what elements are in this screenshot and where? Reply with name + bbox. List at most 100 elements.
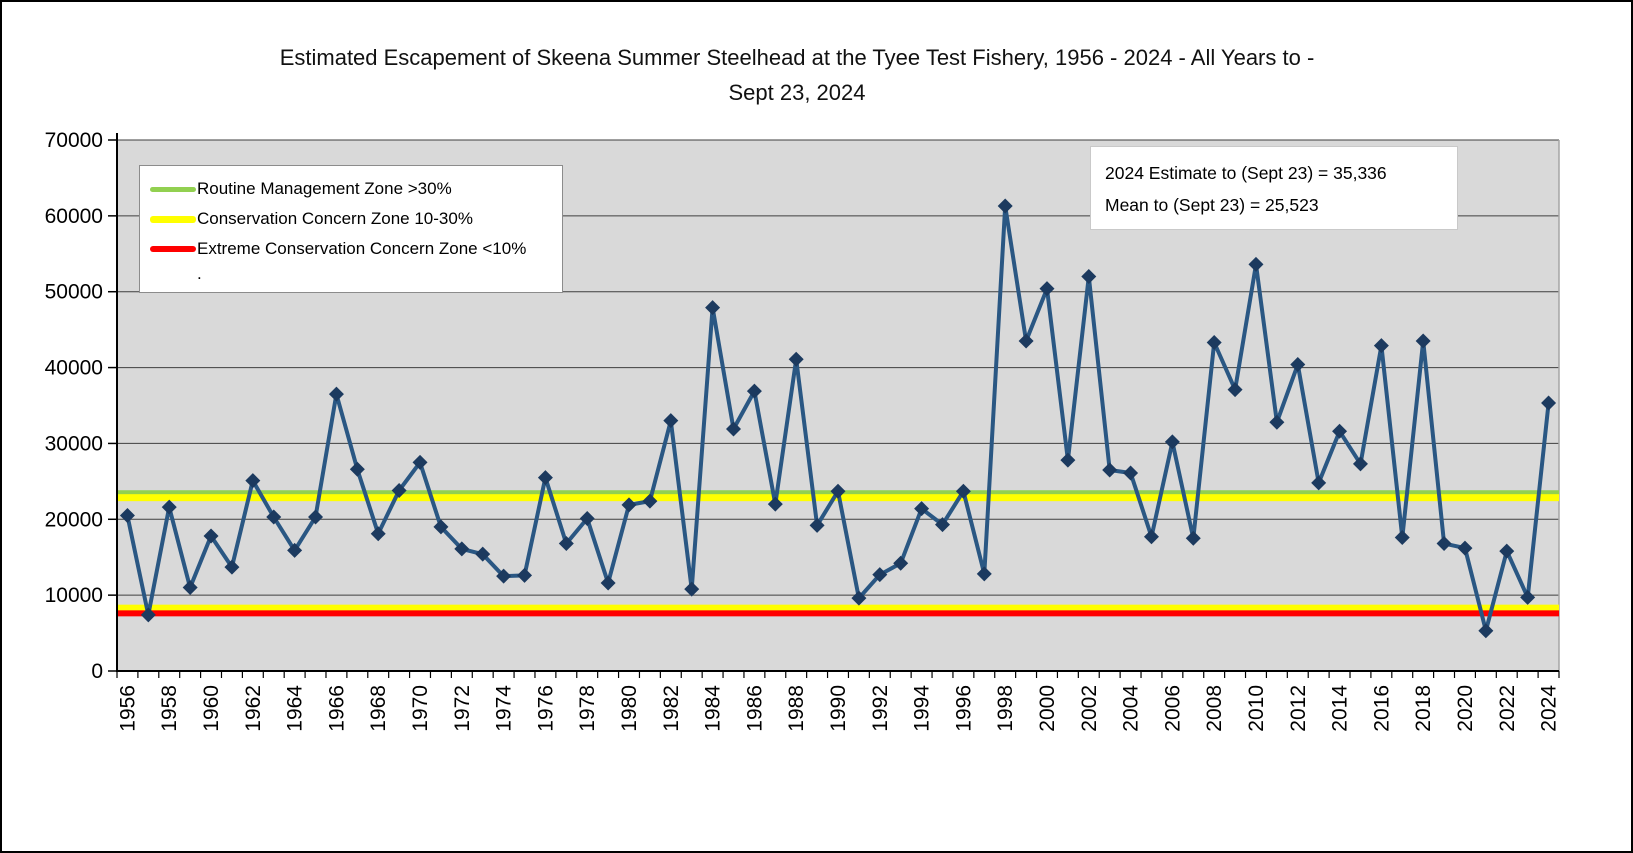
data-point-2012 [1290, 357, 1306, 373]
data-point-1991 [851, 590, 867, 606]
data-point-1956 [119, 507, 135, 523]
data-point-1976 [537, 470, 553, 486]
data-point-1969 [391, 482, 407, 498]
legend-label: Conservation Concern Zone 10-30% [197, 209, 473, 228]
green-line-swatch [150, 186, 196, 192]
x-axis-label-2024: 2024 [1538, 685, 1561, 732]
x-axis-label-1996: 1996 [952, 685, 975, 732]
data-point-2018 [1415, 333, 1431, 349]
data-point-2005 [1143, 529, 1159, 545]
data-point-1978 [579, 511, 595, 527]
data-point-1982 [663, 413, 679, 429]
legend-label: Routine Management Zone >30% [197, 179, 452, 198]
data-point-1992 [872, 567, 888, 583]
data-point-2013 [1311, 475, 1327, 491]
data-point-2020 [1457, 540, 1473, 556]
chart-title-line2: Sept 23, 2024 [728, 80, 866, 105]
data-point-2003 [1102, 462, 1118, 478]
data-point-2024 [1541, 395, 1557, 411]
x-axis-label-2000: 2000 [1036, 685, 1059, 732]
data-point-1986 [746, 383, 762, 399]
extreme-conservation-threshold-red [117, 610, 1559, 617]
x-axis-label-1958: 1958 [158, 685, 181, 732]
x-axis-label-1980: 1980 [618, 685, 641, 732]
data-point-1957 [140, 607, 156, 623]
data-point-1961 [224, 559, 240, 575]
x-axis-label-2022: 2022 [1496, 685, 1519, 732]
data-point-2017 [1394, 529, 1410, 545]
data-point-2001 [1060, 452, 1076, 468]
x-axis-label-1992: 1992 [869, 685, 892, 732]
data-point-1977 [558, 536, 574, 552]
data-point-1979 [600, 575, 616, 591]
x-axis-label-2012: 2012 [1287, 685, 1310, 732]
y-axis-label-40000: 40000 [45, 357, 103, 380]
x-axis-label-2014: 2014 [1329, 685, 1352, 732]
x-axis-label-2018: 2018 [1412, 685, 1435, 732]
chart-title-line1: Estimated Escapement of Skeena Summer St… [279, 45, 1315, 70]
data-point-1984 [705, 300, 721, 316]
legend-item-extreme-conservation: Extreme Conservation Concern Zone <10% [150, 234, 562, 264]
data-point-1985 [726, 421, 742, 437]
data-point-2000 [1039, 281, 1055, 297]
x-axis-label-1966: 1966 [325, 685, 348, 732]
data-point-1995 [934, 517, 950, 533]
data-point-1994 [914, 501, 930, 517]
data-point-2004 [1123, 465, 1139, 481]
yellow-line-swatch [150, 215, 196, 223]
data-point-2011 [1269, 414, 1285, 430]
legend-item-routine-management: Routine Management Zone >30% [150, 174, 562, 204]
data-point-1972 [454, 541, 470, 557]
x-axis-label-1978: 1978 [576, 685, 599, 732]
x-axis-label-1968: 1968 [367, 685, 390, 732]
data-point-1965 [308, 509, 324, 525]
data-point-1964 [287, 542, 303, 558]
data-point-1960 [203, 528, 219, 544]
legend-label: Extreme Conservation Concern Zone <10% [197, 239, 527, 258]
x-axis-label-1960: 1960 [200, 685, 223, 732]
x-axis-label-1994: 1994 [911, 685, 934, 732]
conservation-concern-lower-yellow [117, 604, 1559, 611]
data-point-2010 [1248, 256, 1264, 272]
data-point-1980 [621, 497, 637, 513]
legend-footnote-dot: . [197, 264, 202, 283]
data-point-2009 [1227, 382, 1243, 398]
data-point-2015 [1352, 456, 1368, 472]
x-axis-label-1964: 1964 [284, 685, 307, 732]
y-axis-label-10000: 10000 [45, 584, 103, 607]
data-point-1987 [767, 496, 783, 512]
x-axis-label-1974: 1974 [493, 685, 516, 732]
x-axis-label-2002: 2002 [1078, 685, 1101, 732]
y-axis-label-60000: 60000 [45, 205, 103, 228]
data-point-2008 [1206, 335, 1222, 351]
legend-item-conservation-concern: Conservation Concern Zone 10-30% [150, 204, 562, 234]
data-point-1958 [161, 499, 177, 515]
data-point-1963 [266, 509, 282, 525]
x-axis-label-1988: 1988 [785, 685, 808, 732]
data-point-1967 [349, 461, 365, 477]
data-point-1983 [684, 581, 700, 597]
x-axis-label-1998: 1998 [994, 685, 1017, 732]
data-point-2023 [1520, 589, 1536, 605]
x-axis-label-2004: 2004 [1120, 685, 1143, 732]
data-point-2016 [1373, 338, 1389, 354]
legend: Routine Management Zone >30% Conservatio… [139, 165, 563, 293]
y-axis-label-30000: 30000 [45, 432, 103, 455]
data-point-1970 [412, 454, 428, 470]
data-point-1988 [788, 351, 804, 367]
data-point-1996 [955, 483, 971, 499]
data-point-1990 [830, 483, 846, 499]
y-axis-label-0: 0 [91, 660, 103, 683]
x-axis-label-1984: 1984 [702, 685, 725, 732]
data-point-1974 [496, 568, 512, 584]
chart-title: Estimated Escapement of Skeena Summer St… [32, 40, 1562, 110]
data-point-1971 [433, 519, 449, 535]
data-point-1999 [1018, 333, 1034, 349]
red-line-swatch [150, 246, 196, 252]
x-axis-label-1990: 1990 [827, 685, 850, 732]
x-axis-label-2016: 2016 [1370, 685, 1393, 732]
data-point-2007 [1185, 530, 1201, 546]
y-axis-label-50000: 50000 [45, 281, 103, 304]
